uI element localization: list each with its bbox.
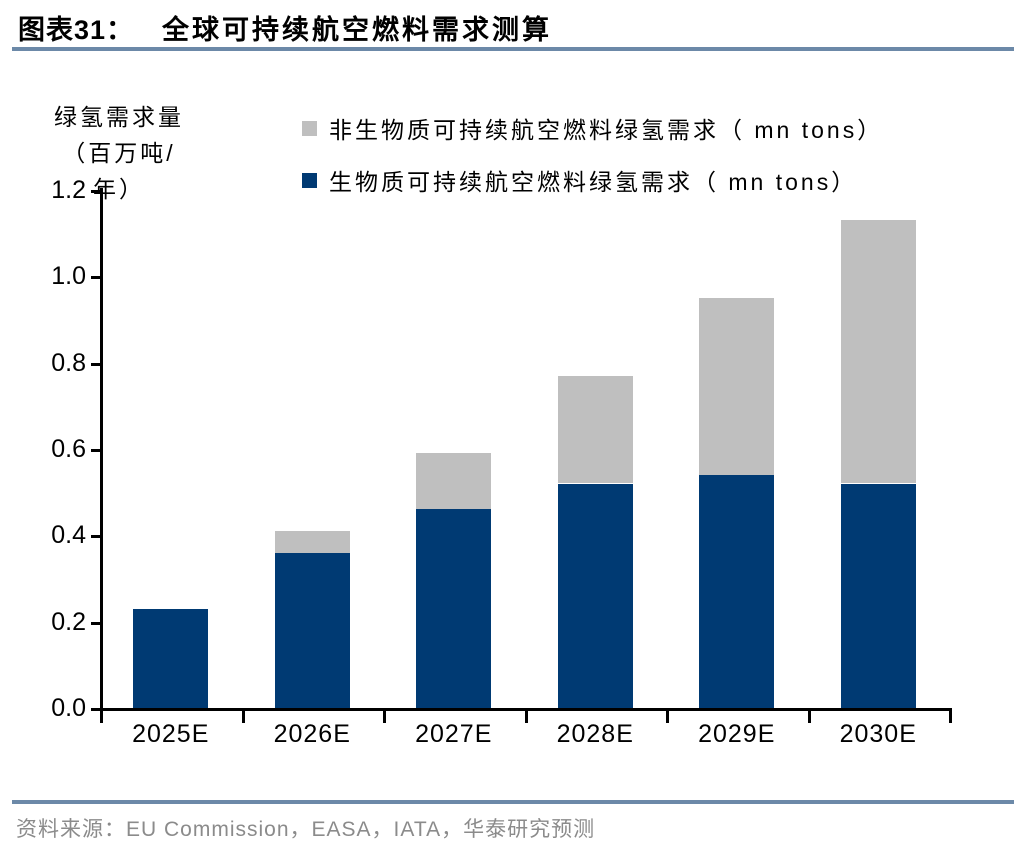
bar-segment-2026E-bio_blue — [274, 552, 350, 708]
figure-number-label: 图表31： — [18, 15, 135, 45]
x-tick — [383, 708, 386, 723]
legend-label-nonbio: 非生物质可持续航空燃料绿氢需求（ mn tons） — [329, 117, 884, 143]
legend-item-bio: 生物质可持续航空燃料绿氢需求（ mn tons） — [302, 164, 883, 196]
x-axis-label: 2025E — [132, 720, 210, 748]
x-axis-label: 2026E — [273, 720, 351, 748]
title-rule — [12, 47, 1014, 51]
bar-segment-2027E-nonbio_gray — [416, 453, 492, 510]
x-tick — [241, 708, 245, 723]
y-tick — [91, 276, 100, 280]
bar-segment-2026E-nonbio_gray — [274, 531, 350, 553]
bar-segment-2030E-nonbio_gray — [840, 220, 916, 484]
legend-label-bio: 生物质可持续航空燃料绿氢需求（ mn tons） — [329, 169, 858, 195]
footer-rule — [12, 800, 1014, 804]
bar-segment-2028E-nonbio_gray — [557, 375, 633, 484]
y-tick-label: 1.0 — [51, 262, 86, 291]
x-tick — [524, 708, 528, 723]
y-tick-label: 0.0 — [51, 694, 86, 722]
bar-segment-2028E-bio_blue — [557, 483, 633, 708]
y-tick-label: 0.2 — [51, 607, 86, 636]
x-tick — [100, 708, 103, 723]
x-axis-label: 2027E — [415, 720, 493, 748]
y-axis-title-line1: 绿氢需求量 — [54, 104, 184, 130]
figure-title: 全球可持续航空燃料需求测算 — [162, 15, 553, 45]
y-axis-title-line2: （百万吨/ — [62, 140, 176, 166]
bar-segment-2029E-bio_blue — [699, 474, 775, 708]
legend-swatch-bio-icon — [302, 172, 317, 188]
bar-segment-2030E-bio_blue — [840, 483, 916, 708]
chart-legend: 非生物质可持续航空燃料绿氢需求（ mn tons） 生物质可持续航空燃料绿氢需求… — [302, 112, 883, 216]
y-tick — [91, 708, 100, 711]
x-axis-label: 2028E — [556, 720, 634, 748]
y-tick — [91, 362, 100, 366]
bar-segment-2029E-nonbio_gray — [699, 297, 775, 475]
y-tick — [91, 621, 100, 625]
x-tick — [666, 708, 669, 723]
y-tick-label: 0.6 — [51, 435, 86, 463]
legend-swatch-nonbio-icon — [302, 120, 317, 136]
legend-item-nonbio: 非生物质可持续航空燃料绿氢需求（ mn tons） — [302, 112, 883, 144]
x-axis-label: 2029E — [698, 720, 776, 748]
bar-segment-2025E-bio_blue — [133, 608, 209, 708]
y-tick-label: 0.8 — [51, 348, 86, 377]
x-axis-label: 2030E — [839, 720, 917, 748]
x-tick — [949, 708, 952, 723]
y-tick — [91, 190, 100, 193]
y-tick — [91, 535, 100, 539]
x-tick — [807, 708, 811, 723]
source-note: 资料来源：EU Commission，EASA，IATA，华泰研究预测 — [16, 818, 596, 841]
y-axis-line — [100, 188, 103, 711]
y-tick-label: 1.2 — [51, 176, 86, 204]
bar-segment-2027E-bio_blue — [416, 509, 492, 708]
y-tick — [91, 449, 100, 452]
y-tick-label: 0.4 — [51, 521, 86, 550]
figure-header: 图表31： 全球可持续航空燃料需求测算 — [18, 8, 552, 47]
